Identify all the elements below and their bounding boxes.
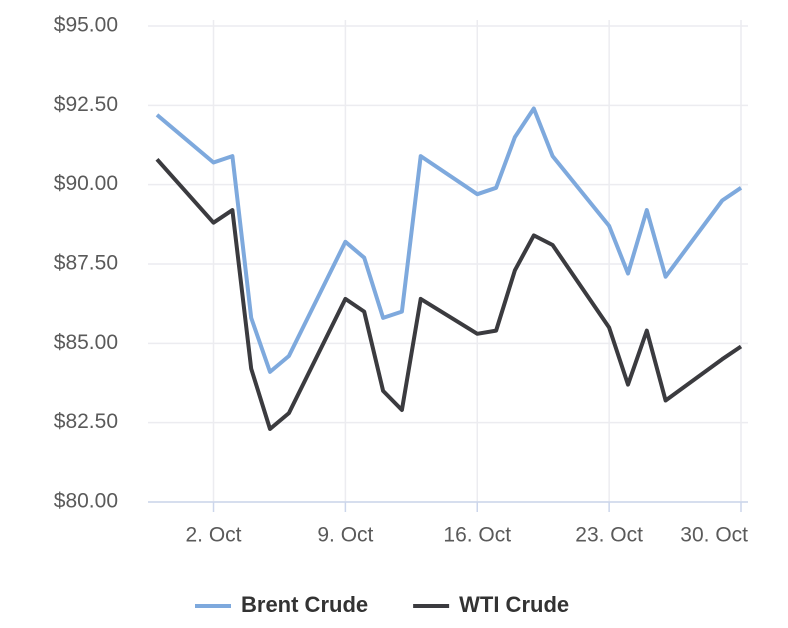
y-tick-label: $95.00: [54, 14, 118, 37]
x-tick-label: 2. Oct: [186, 524, 242, 547]
y-tick-label: $92.50: [54, 93, 118, 116]
legend-label: Brent Crude: [241, 592, 368, 617]
y-tick-label: $80.00: [54, 490, 118, 513]
x-tick-label: 9. Oct: [317, 524, 373, 547]
y-tick-label: $85.00: [54, 331, 118, 354]
y-tick-label: $87.50: [54, 252, 118, 275]
line: [155, 157, 743, 431]
y-tick-label: $90.00: [54, 172, 118, 195]
x-tick-label: 16. Oct: [443, 524, 511, 547]
y-tick-label: $82.50: [54, 410, 118, 433]
legend: Brent Crude WTI Crude: [195, 592, 569, 617]
legend-label: WTI Crude: [459, 592, 569, 617]
x-tick-label: 23. Oct: [575, 524, 643, 547]
x-tick-label: 30. Oct: [680, 524, 748, 547]
line: [155, 106, 743, 374]
